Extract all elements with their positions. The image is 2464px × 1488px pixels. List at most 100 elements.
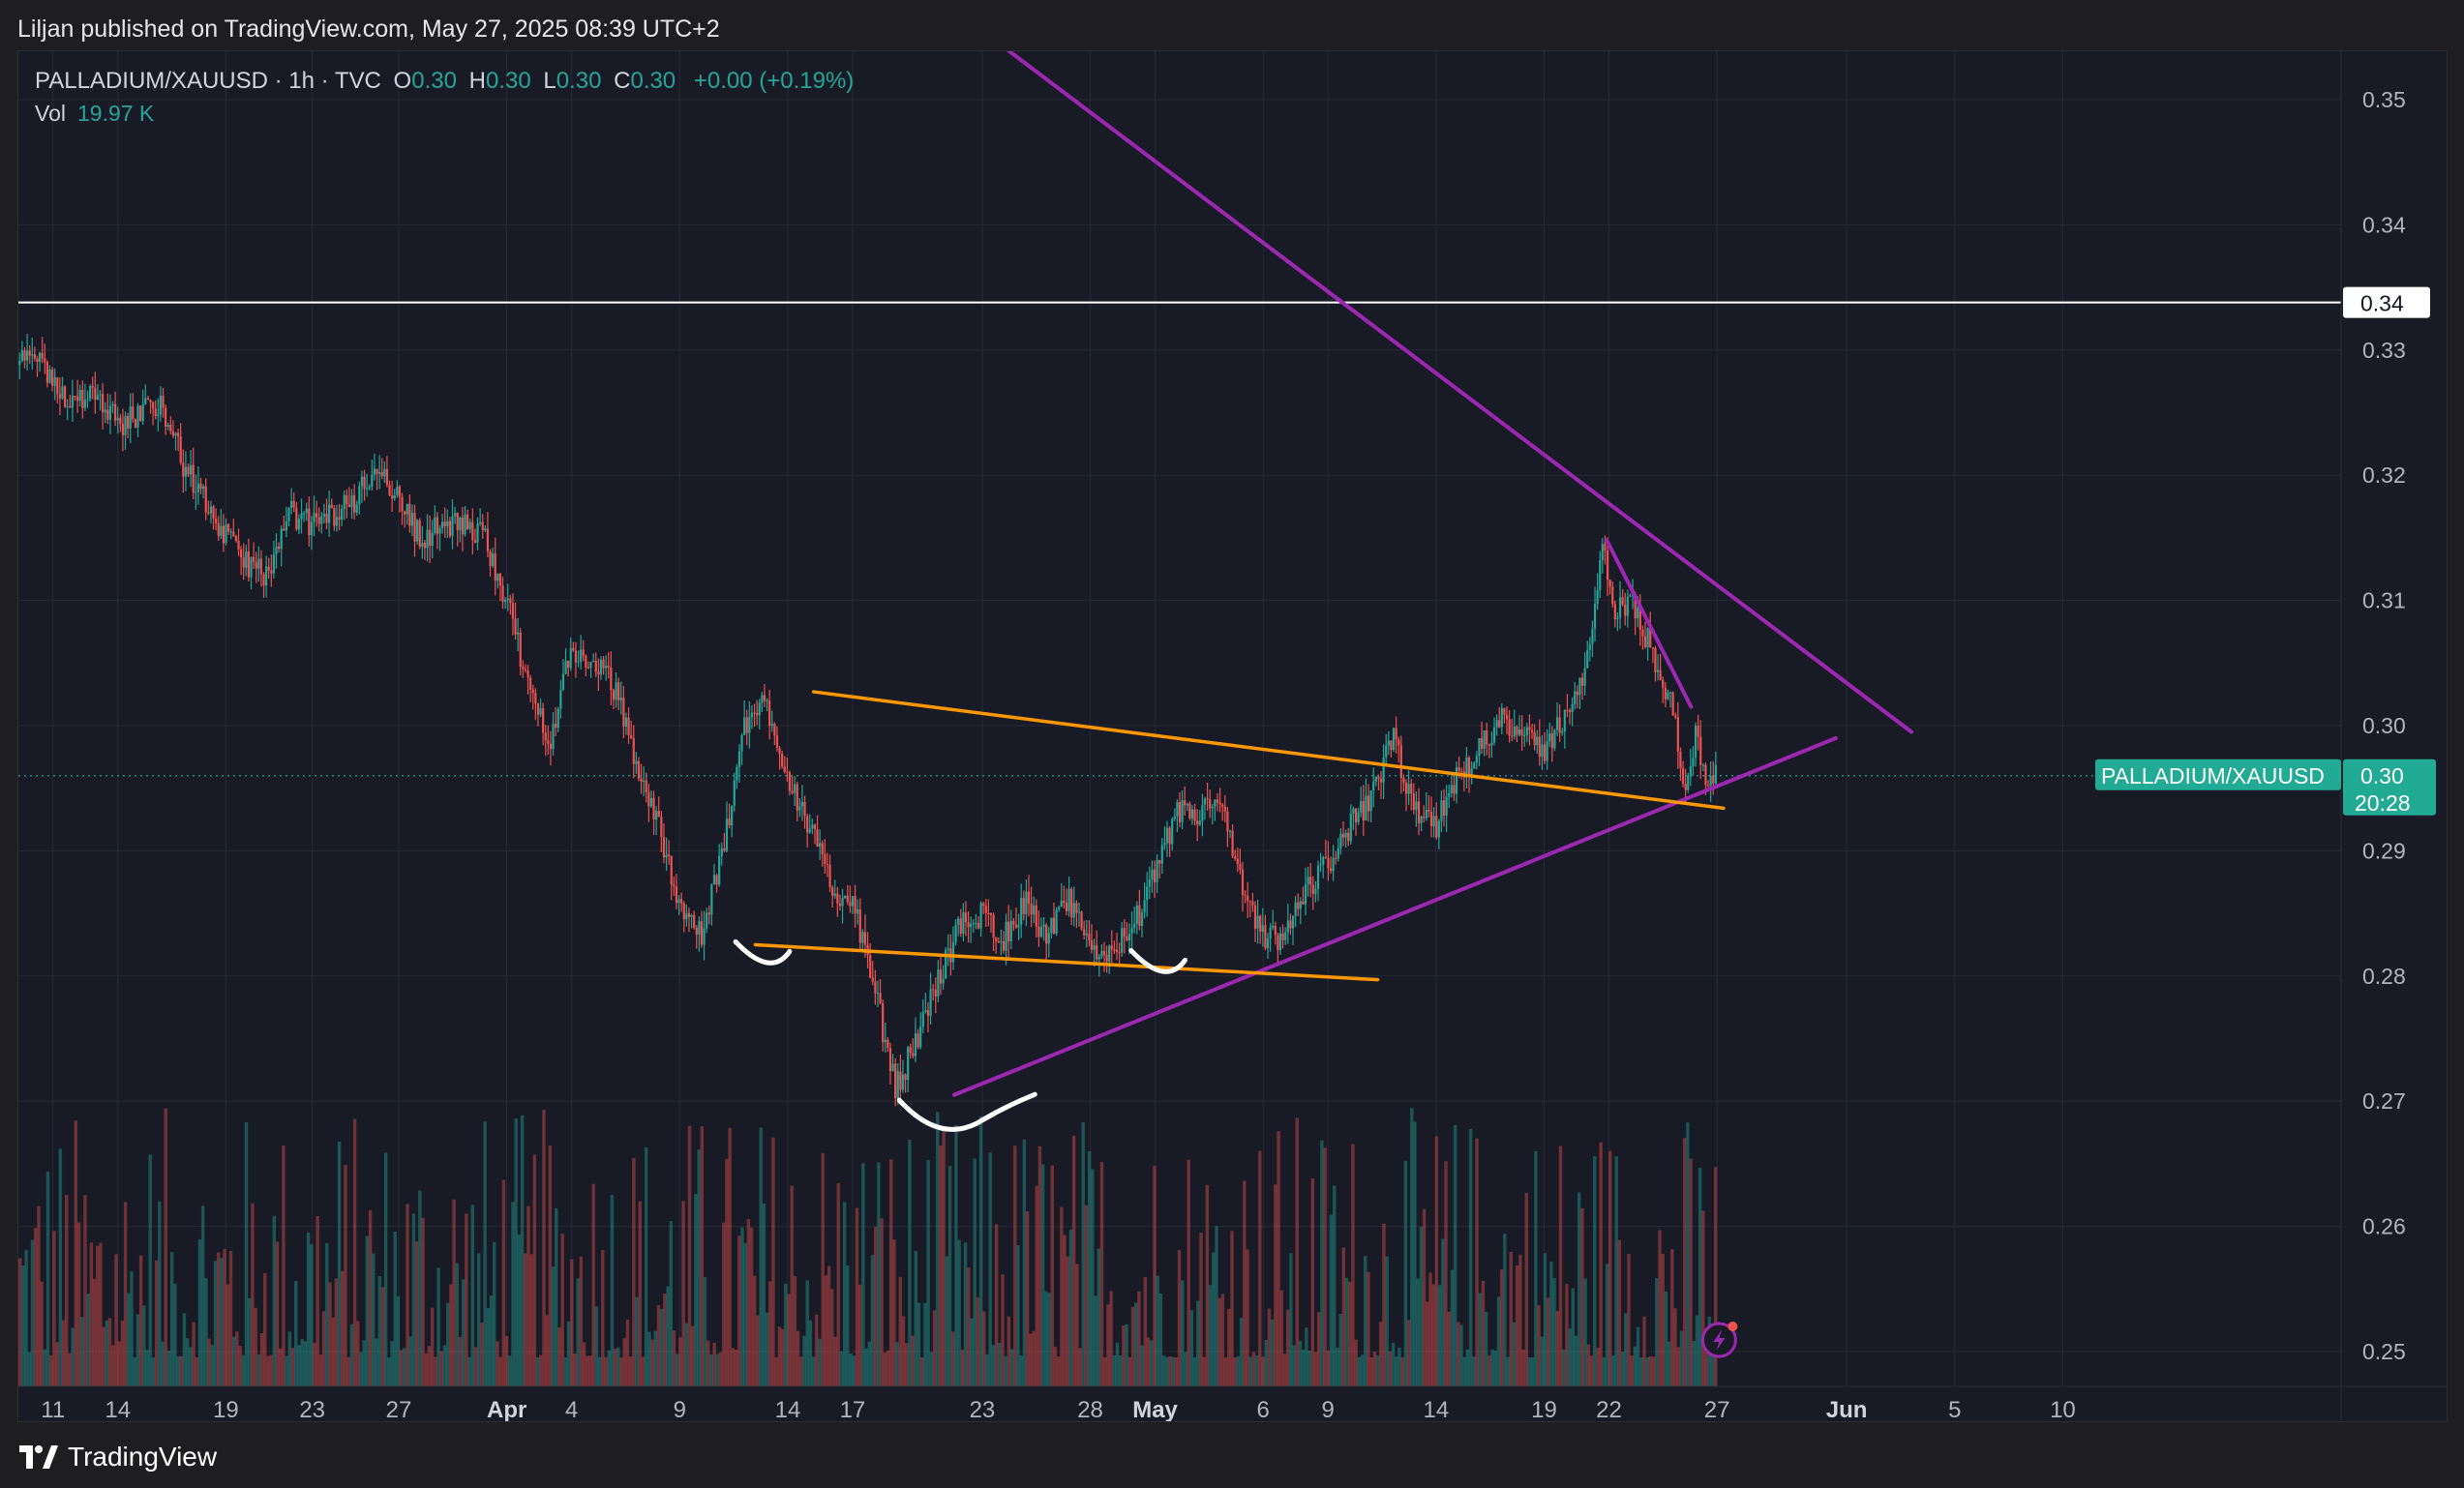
volume-bar (61, 1320, 66, 1386)
volume-bar (263, 1272, 267, 1386)
candle-body (884, 1039, 886, 1043)
candle-body (1171, 818, 1174, 845)
volume-bar (306, 1232, 311, 1386)
volume-bar (718, 1352, 723, 1386)
volume-bar (1658, 1230, 1662, 1386)
candle-body (431, 532, 434, 547)
candle-body (567, 661, 570, 669)
candle-body (33, 354, 37, 359)
candle-body (1226, 811, 1229, 832)
volume-bar (1574, 1335, 1578, 1386)
volume-bar (830, 1289, 834, 1386)
volume-bar (430, 1307, 435, 1386)
candle-body (1596, 590, 1599, 604)
candle-body (1168, 827, 1171, 845)
volume-bar (551, 1265, 556, 1386)
time-tick-label: 6 (1257, 1397, 1270, 1421)
volume-bar (504, 1335, 509, 1386)
orange-trendline (811, 690, 1726, 811)
volume-bar (1639, 1356, 1643, 1386)
volume-bar (1602, 1356, 1607, 1386)
candle-body (66, 406, 69, 408)
candle-body (907, 1047, 910, 1081)
candle-body (547, 740, 550, 744)
candle-body (1127, 933, 1131, 940)
volume-bar (1441, 1238, 1445, 1386)
volume-bar (1428, 1272, 1432, 1386)
volume-bar (1462, 1356, 1466, 1386)
candle-body (1090, 939, 1094, 950)
candle-body (1372, 781, 1375, 791)
candle-body (1247, 895, 1249, 902)
tradingview-logo[interactable]: TradingView (19, 1442, 217, 1473)
volume-bar (706, 1340, 710, 1386)
volume-bar (349, 1324, 354, 1386)
volume-bar (988, 1152, 992, 1386)
candle-body (1654, 647, 1657, 672)
candle-body (124, 416, 127, 435)
candle-body (707, 912, 710, 915)
volume-bar (737, 1235, 741, 1386)
volume-bar (700, 1126, 705, 1386)
candle-body (1272, 925, 1275, 928)
candle-body (316, 513, 318, 518)
volume-bar (1298, 1340, 1303, 1386)
candle-body (426, 529, 429, 549)
volume-bar (300, 1338, 304, 1386)
price-chart[interactable]: 0.35 0.34 0.33 0.32 0.31 0.30 0.29 0.28 0.27 0.26… (18, 51, 2447, 1421)
chart-panel[interactable]: 0.35 0.34 0.33 0.32 0.31 0.30 0.29 0.28 0.27 0.26… (17, 50, 2448, 1422)
candle-body (1448, 792, 1451, 797)
candle-body (119, 417, 122, 425)
volume-bar (1682, 1138, 1687, 1386)
volume-bar (1627, 1254, 1631, 1386)
volume-bar (535, 1356, 540, 1386)
volume-bar (138, 1255, 143, 1386)
volume-bar (1661, 1253, 1665, 1386)
candle-body (174, 432, 177, 436)
volume-bar (1400, 1356, 1404, 1386)
candle-body (259, 558, 263, 575)
volume-bar (1490, 1349, 1494, 1386)
volume-bar (1087, 1150, 1092, 1386)
candle-body (592, 661, 595, 663)
candle-body (655, 811, 658, 820)
candle-body (464, 514, 466, 535)
volume-bar (27, 1352, 32, 1386)
volume-bar (498, 1356, 502, 1386)
candle-body (1173, 816, 1176, 819)
volume-bar (210, 1345, 214, 1386)
candle-body (1138, 905, 1141, 926)
candle-body (1261, 925, 1264, 932)
volume-bar (151, 1356, 156, 1386)
legend-open-value: 0.30 (411, 68, 457, 94)
volume-bar (1664, 1291, 1668, 1386)
candle-body (1533, 731, 1536, 746)
volume-bar (225, 1284, 229, 1386)
candle-body (300, 513, 303, 520)
candle-body (1319, 864, 1322, 866)
candle-body (1151, 869, 1154, 879)
volume-bar (1187, 1159, 1190, 1386)
candle-body (1025, 891, 1028, 914)
volume-bar (740, 1227, 744, 1386)
volume-bar (857, 1284, 862, 1386)
candle-body (1395, 728, 1397, 740)
volume-bar (728, 1127, 732, 1386)
candle-body (556, 708, 559, 729)
volume-bar (1344, 1277, 1349, 1386)
volume-bar (1605, 1264, 1609, 1386)
candle-body (987, 912, 990, 914)
candle-body (1415, 801, 1418, 811)
candle-body (909, 1047, 912, 1054)
volume-bar (951, 1331, 955, 1386)
volume-bar (1426, 1301, 1429, 1386)
time-tick-label: 23 (299, 1397, 325, 1421)
candle-body (1467, 757, 1471, 776)
volume-bar (1499, 1269, 1504, 1386)
candle-body (1060, 900, 1063, 908)
candle-body (703, 928, 706, 945)
candle-body (335, 517, 339, 526)
candle-body (1291, 915, 1295, 929)
candle-body (710, 883, 713, 915)
volume-bar (1534, 1150, 1538, 1386)
